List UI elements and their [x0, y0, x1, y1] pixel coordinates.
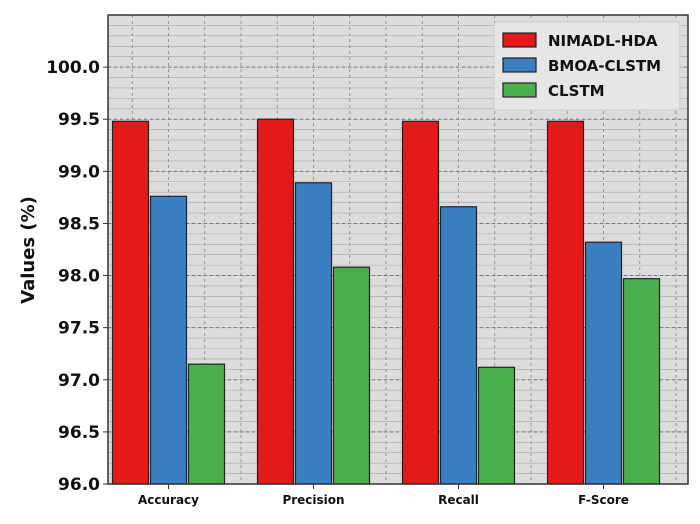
x-tick-label: Recall [438, 493, 479, 507]
legend-swatch [502, 32, 537, 48]
bar-clstm-accuracy [187, 363, 226, 485]
x-tick-label: Accuracy [138, 493, 199, 507]
legend-swatch [502, 82, 537, 98]
y-axis-label: Values (%) [18, 196, 39, 304]
y-tick-label: 100.0 [46, 58, 100, 78]
legend-label: BMOA-CLSTM [548, 57, 661, 75]
bar-clstm-f-score [622, 278, 661, 485]
y-tick-label: 96.0 [58, 475, 100, 495]
bar-bmoa-clstm-f-score [584, 241, 623, 485]
legend-label: CLSTM [548, 82, 605, 100]
bar-clstm-precision [332, 266, 371, 485]
y-tick-label: 99.0 [58, 162, 100, 182]
bar-nimadl-hda-accuracy [111, 120, 150, 485]
bar-bmoa-clstm-recall [439, 206, 478, 485]
y-tick-label: 97.0 [58, 371, 100, 391]
y-tick-label: 98.0 [58, 267, 100, 287]
y-tick-label: 98.5 [58, 214, 100, 234]
bar-bmoa-clstm-precision [294, 182, 333, 485]
y-tick-label: 97.5 [58, 319, 100, 339]
bar-nimadl-hda-precision [256, 118, 295, 485]
plot-frame [107, 14, 689, 485]
bar-bmoa-clstm-accuracy [149, 195, 188, 485]
y-tick-label: 99.5 [58, 110, 100, 130]
y-ticks: 96.0 96.5 97.0 97.5 98.0 98.5 99.0 99.5 100.0 [46, 58, 108, 495]
x-ticks: Accuracy Precision Recall F-Score [138, 484, 629, 507]
legend: NIMADL-HDA BMOA-CLSTM CLSTM [493, 21, 681, 111]
x-tick-label: Precision [282, 493, 344, 507]
y-tick-label: 96.5 [58, 423, 100, 443]
bar-nimadl-hda-f-score [546, 120, 585, 485]
x-tick-label: F-Score [578, 493, 629, 507]
bar-clstm-recall [477, 366, 516, 485]
legend-label: NIMADL-HDA [548, 32, 658, 50]
bar-nimadl-hda-recall [401, 120, 440, 485]
legend-swatch [502, 57, 537, 73]
legend-box [493, 21, 681, 111]
bars [111, 118, 661, 485]
